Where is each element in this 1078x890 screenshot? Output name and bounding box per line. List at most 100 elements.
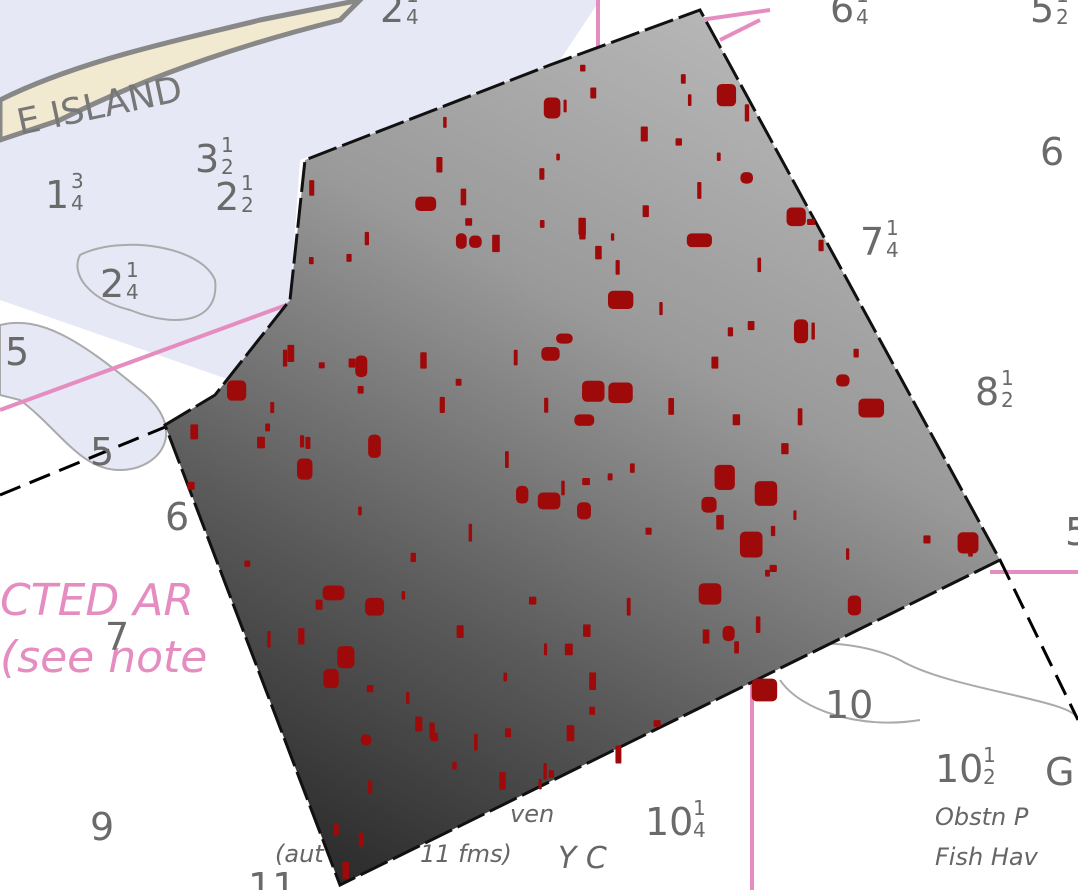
anomaly — [319, 362, 325, 368]
anomaly — [567, 725, 575, 741]
anomaly — [717, 153, 721, 161]
anomaly — [503, 673, 507, 682]
sounding: 11 — [248, 865, 296, 890]
sounding-whole: 11 — [248, 865, 296, 890]
anomaly — [756, 616, 761, 633]
anomaly — [474, 734, 478, 751]
note-label: Fish Hav — [935, 843, 1039, 871]
sounding-whole: 6 — [165, 495, 189, 539]
sounding-denominator: 2 — [241, 193, 254, 217]
anomaly — [740, 532, 763, 558]
sounding-whole: 2 — [215, 175, 239, 219]
anomaly — [499, 772, 506, 790]
sounding: 10 — [825, 683, 873, 727]
anomaly — [583, 624, 591, 637]
anomaly — [540, 220, 545, 228]
sounding-whole: 10 — [645, 800, 693, 844]
area-label: (see note — [0, 632, 207, 683]
anomaly — [745, 104, 749, 121]
anomaly — [358, 386, 364, 394]
sounding: 5 — [5, 330, 29, 374]
anomaly — [359, 833, 364, 847]
anomaly — [608, 383, 632, 404]
anomaly — [456, 379, 462, 386]
anomaly — [765, 570, 770, 577]
anomaly — [681, 74, 686, 84]
anomaly — [365, 598, 384, 616]
anomaly — [544, 98, 561, 119]
anomaly — [589, 707, 595, 715]
anomaly — [342, 862, 349, 879]
sounding-denominator: 4 — [126, 280, 139, 304]
anomaly — [595, 246, 602, 260]
sounding-whole: 9 — [90, 805, 114, 849]
sounding-numerator: 1 — [1001, 366, 1014, 390]
sounding-whole: 7 — [105, 615, 129, 659]
anomaly — [716, 515, 724, 530]
anomaly — [543, 763, 546, 780]
sounding-whole: 2 — [380, 0, 404, 31]
anomaly — [436, 157, 442, 172]
sounding-denominator: 2 — [1001, 388, 1014, 412]
anomaly — [654, 720, 661, 727]
sounding-denominator: 4 — [406, 5, 419, 29]
anomaly — [297, 459, 312, 480]
anomaly — [452, 762, 456, 770]
anomaly — [355, 355, 367, 377]
anomaly — [846, 548, 849, 560]
sounding-denominator: 2 — [1056, 5, 1069, 29]
anomaly — [643, 205, 649, 217]
anomaly — [469, 236, 482, 248]
anomaly — [608, 473, 613, 480]
sounding-whole: 6 — [1040, 130, 1064, 174]
anomaly — [645, 528, 651, 535]
sounding-whole: 5 — [1065, 510, 1078, 554]
anomaly — [616, 260, 620, 275]
anomaly — [565, 644, 573, 656]
anomaly — [615, 746, 621, 764]
anomaly — [687, 233, 712, 247]
anomaly — [611, 233, 614, 240]
sounding: 214 — [380, 0, 419, 31]
anomaly — [539, 168, 544, 180]
anomaly — [227, 380, 246, 400]
sounding-whole: 7 — [860, 220, 884, 264]
anomaly — [582, 381, 604, 402]
anomaly — [734, 641, 739, 653]
anomaly — [365, 232, 369, 245]
anomaly — [265, 424, 270, 432]
note-label: Obstn P — [935, 803, 1029, 831]
anomaly — [755, 481, 777, 506]
anomaly — [367, 685, 374, 692]
sounding: 9 — [90, 805, 114, 849]
anomaly — [415, 197, 436, 211]
anomaly — [577, 502, 591, 519]
anomaly — [187, 482, 194, 490]
anomaly — [415, 717, 422, 732]
anomaly — [309, 180, 314, 196]
sounding: 6 — [1040, 130, 1064, 174]
anomaly — [771, 526, 775, 536]
anomaly — [561, 481, 564, 496]
anomaly — [368, 780, 372, 793]
anomaly — [349, 358, 356, 367]
anomaly — [300, 435, 304, 447]
anomaly — [456, 233, 467, 249]
anomaly — [794, 319, 808, 343]
note-label: 11 fms) — [420, 840, 512, 868]
anomaly — [440, 397, 445, 413]
anomaly — [858, 399, 884, 418]
anomaly — [798, 408, 803, 425]
anomaly — [574, 414, 594, 426]
anomaly — [627, 598, 631, 616]
anomaly — [958, 532, 979, 553]
anomaly — [711, 357, 718, 369]
anomaly — [346, 254, 351, 262]
anomaly — [539, 779, 542, 789]
anomaly — [748, 321, 755, 330]
anomaly — [701, 497, 716, 513]
sounding-numerator: 1 — [886, 216, 899, 240]
anomaly — [589, 672, 596, 690]
